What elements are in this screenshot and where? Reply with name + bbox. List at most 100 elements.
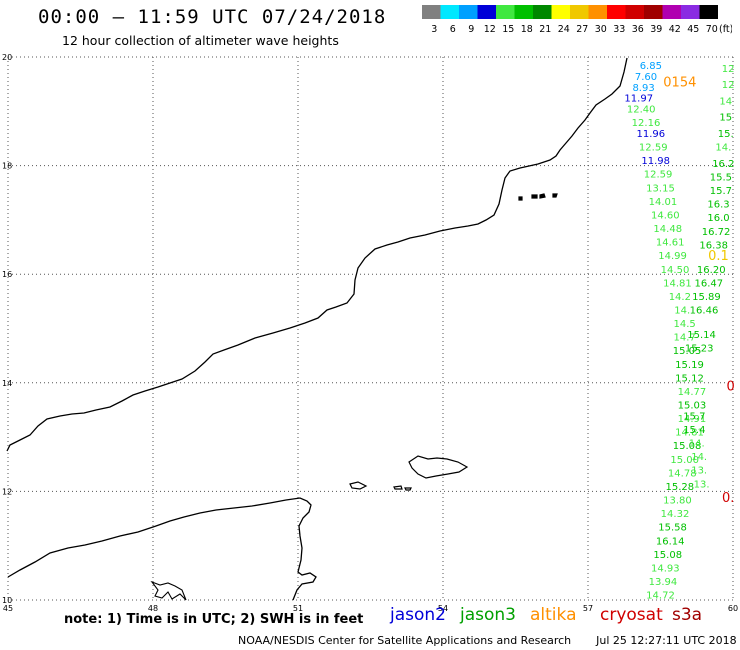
wave-height-label: 8.93 [632, 83, 654, 94]
abd-al-kuri-island [349, 481, 368, 490]
color-bin [496, 5, 515, 19]
wave-height-label: 15.7 [683, 411, 705, 422]
color-bin-label: 42 [669, 24, 681, 35]
lat-tick-label: 18 [2, 162, 12, 171]
lon-tick-label: 54 [438, 604, 448, 613]
color-bin-label: 9 [468, 24, 474, 35]
color-bin [644, 5, 663, 19]
wave-height-label: 11.96 [637, 129, 666, 140]
color-bin [422, 5, 441, 19]
color-bin [514, 5, 533, 19]
wave-height-label: 14. [674, 305, 690, 316]
wave-height-label: 14.2 [669, 292, 691, 303]
color-bin [459, 5, 478, 19]
wave-height-label: 15.08 [673, 441, 702, 452]
wave-height-label: 13. [691, 466, 707, 477]
wave-height-label: 14.60 [651, 210, 680, 221]
color-bin [681, 5, 700, 19]
arabian-coastline [6, 57, 628, 452]
color-bin [440, 5, 459, 19]
lon-tick-label: 51 [293, 604, 303, 613]
wave-height-label: 13.15 [646, 183, 675, 194]
color-bin [625, 5, 644, 19]
somali-coastline [7, 497, 317, 601]
color-bin-label: 3 [431, 24, 437, 35]
wave-height-label: 14.93 [651, 563, 680, 574]
pass-time-label: 0 [726, 380, 734, 395]
lat-tick-label: 14 [2, 379, 12, 388]
wave-height-label: 15.03 [678, 401, 707, 412]
color-bin-label: 45 [687, 24, 699, 35]
kuria-muria-islands [518, 193, 558, 201]
color-bin [533, 5, 552, 19]
wave-height-label: 11.97 [624, 94, 653, 105]
wave-height-label: 7.60 [635, 72, 657, 83]
satellite-jason2: jason2 [390, 605, 446, 625]
wave-height-label: 14.01 [649, 197, 678, 208]
satellite-altika: altika [530, 605, 577, 625]
color-bin [551, 5, 570, 19]
wave-height-label: 15.28 [666, 482, 695, 493]
wave-height-label: 16.0 [707, 213, 729, 224]
coastline [6, 57, 628, 601]
wave-height-label: 13. [694, 479, 710, 490]
color-bin-label: 18 [521, 24, 533, 35]
wave-height-label: 12.40 [627, 105, 656, 116]
wave-height-label: 15.05 [673, 346, 702, 357]
islet [393, 485, 403, 490]
color-bin [588, 5, 607, 19]
wave-height-label: 14.81 [675, 428, 704, 439]
timestamp-text: Jul 25 12:27:11 UTC 2018 [596, 634, 737, 647]
wave-height-label: 14.7 [674, 333, 696, 344]
wave-height-label: 13.94 [649, 577, 678, 588]
color-bin-label: 12 [484, 24, 496, 35]
lon-tick-label: 45 [3, 604, 13, 613]
scale-unit: (ft) [719, 24, 732, 35]
inland-water [150, 580, 187, 601]
wave-height-label: 15.12 [675, 373, 704, 384]
color-bin [607, 5, 626, 19]
color-bin-label: 21 [539, 24, 551, 35]
map-subtitle: 12 hour collection of altimeter wave hei… [62, 33, 339, 48]
wave-height-label: 6.85 [640, 61, 662, 72]
color-bin-label: 33 [613, 24, 625, 35]
wave-height-label: 13.80 [663, 496, 692, 507]
satellite-jason3: jason3 [460, 605, 516, 625]
lat-tick-label: 12 [2, 487, 12, 496]
color-bin-label: 27 [576, 24, 588, 35]
wave-height-label: 14.61 [656, 238, 685, 249]
wave-height-label: 15.08 [653, 550, 682, 561]
color-bin-label: 15 [502, 24, 514, 35]
wave-height-label: 14. [715, 143, 731, 154]
wave-height-label: 15.14 [687, 330, 716, 341]
wave-height-label: 12 [722, 80, 735, 91]
color-bin [699, 5, 718, 19]
wave-height-label: 12.16 [632, 118, 661, 129]
color-bin-label: 6 [450, 24, 456, 35]
satellite-s3a: s3a [672, 605, 703, 625]
wave-height-label: 14.77 [678, 387, 707, 398]
wave-height-label: 16.3 [707, 200, 729, 211]
wave-height-label: 14.72 [646, 591, 675, 602]
color-bin-label: 24 [558, 24, 570, 35]
lat-tick-label: 20 [2, 53, 12, 62]
wave-height-label: 15 [719, 113, 732, 124]
wave-height-label: 14.91 [678, 414, 707, 425]
color-bin-label: 30 [595, 24, 607, 35]
wave-height-label: 15.00 [670, 455, 699, 466]
lon-tick-label: 48 [148, 604, 158, 613]
wave-height-label: 14.78 [668, 468, 697, 479]
color-bin-label: 36 [632, 24, 644, 35]
wave-height-label: 14 [719, 96, 732, 107]
wave-height-label: 16.72 [702, 227, 731, 238]
satellite-cryosat: cryosat [600, 605, 663, 625]
lon-tick-label: 57 [583, 604, 593, 613]
pass-time-label: 0. [722, 491, 734, 506]
lat-lon-grid [7, 56, 734, 601]
wave-height-label: 16.38 [699, 240, 728, 251]
wave-height-label: 16.47 [695, 278, 724, 289]
wave-height-label: 14.99 [658, 251, 687, 262]
pass-time-label: 0154 [663, 75, 696, 90]
